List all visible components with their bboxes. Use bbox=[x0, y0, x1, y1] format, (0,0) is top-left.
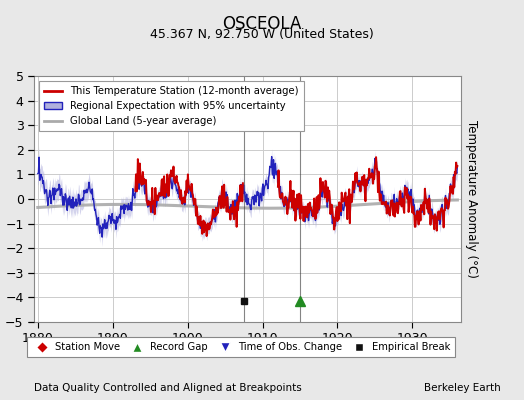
Y-axis label: Temperature Anomaly (°C): Temperature Anomaly (°C) bbox=[465, 120, 478, 278]
Text: 45.367 N, 92.750 W (United States): 45.367 N, 92.750 W (United States) bbox=[150, 28, 374, 41]
Text: Berkeley Earth: Berkeley Earth bbox=[424, 383, 500, 393]
Text: Data Quality Controlled and Aligned at Breakpoints: Data Quality Controlled and Aligned at B… bbox=[34, 383, 302, 393]
Text: OSCEOLA: OSCEOLA bbox=[222, 15, 302, 33]
Legend: This Temperature Station (12-month average), Regional Expectation with 95% uncer: This Temperature Station (12-month avera… bbox=[39, 81, 303, 131]
Legend: Station Move, Record Gap, Time of Obs. Change, Empirical Break: Station Move, Record Gap, Time of Obs. C… bbox=[27, 337, 455, 357]
